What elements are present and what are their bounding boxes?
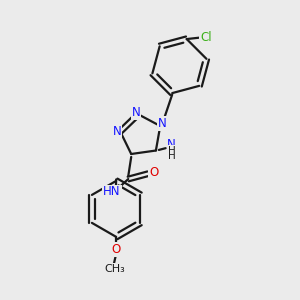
Text: H: H	[168, 146, 176, 155]
Text: CH₃: CH₃	[104, 264, 125, 274]
Text: N: N	[167, 138, 176, 151]
Text: O: O	[112, 243, 121, 256]
Text: N: N	[112, 125, 121, 138]
Text: N: N	[131, 106, 140, 119]
Text: O: O	[149, 166, 158, 179]
Text: Cl: Cl	[200, 31, 212, 44]
Text: N: N	[158, 117, 167, 130]
Text: HN: HN	[103, 185, 121, 199]
Text: H: H	[168, 152, 176, 161]
